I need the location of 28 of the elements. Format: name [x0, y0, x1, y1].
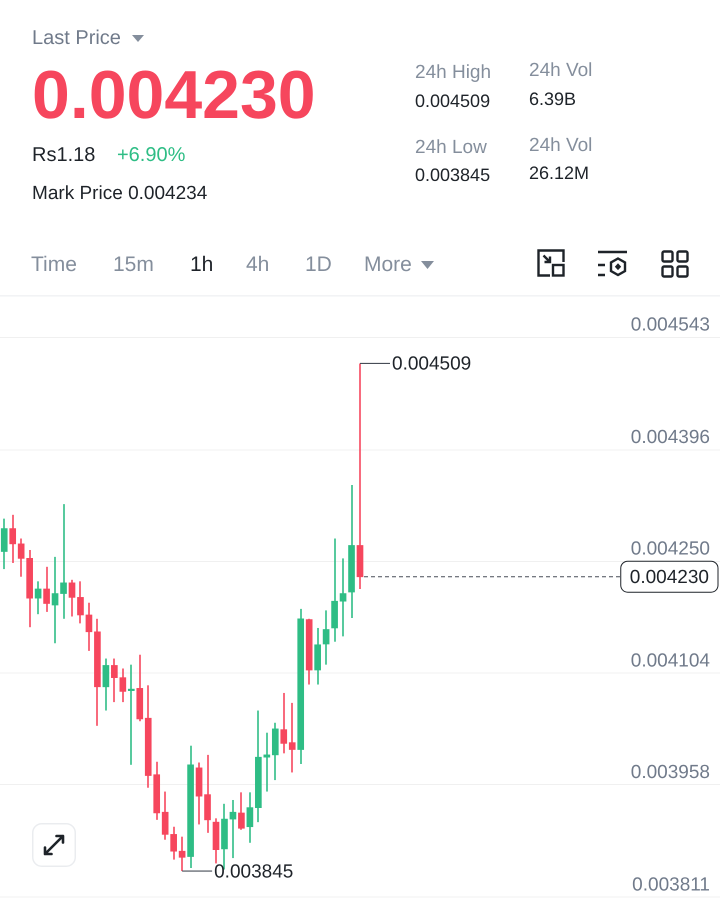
annotation: 0.003845: [214, 861, 294, 882]
text: 0.004230: [32, 57, 316, 133]
y-tick-label: 0.004396: [630, 427, 710, 448]
text: 24h Vol: [529, 60, 592, 81]
y-tick-label: 0.004104: [630, 650, 710, 672]
text: Time: [31, 253, 77, 276]
text: +6.90%: [117, 144, 186, 166]
text: 1h: [190, 253, 214, 276]
text: 24h Low: [415, 137, 487, 158]
annotation: 0.004509: [392, 354, 472, 375]
y-tick-label: 0.004543: [630, 314, 710, 336]
text: 1D: [305, 253, 332, 276]
ref-line-label: 0.004230: [630, 566, 709, 588]
y-tick-label: 0.004250: [630, 538, 710, 560]
text: 24h Vol: [529, 135, 592, 156]
text: 6.39B: [529, 89, 576, 109]
text: 0.003845: [415, 165, 490, 185]
y-tick-label: 0.003811: [632, 874, 710, 896]
text: 0.004509: [415, 91, 490, 111]
text: 15m: [113, 253, 154, 276]
text: Mark Price 0.004234: [32, 183, 208, 204]
text: Rs1.18: [32, 144, 96, 166]
text: 4h: [246, 253, 270, 276]
chart-title: Last Price: [32, 27, 121, 49]
y-tick-label: 0.003958: [630, 762, 710, 783]
text: More: [364, 253, 412, 276]
text: 26.12M: [529, 163, 590, 183]
text: 24h High: [415, 62, 492, 83]
